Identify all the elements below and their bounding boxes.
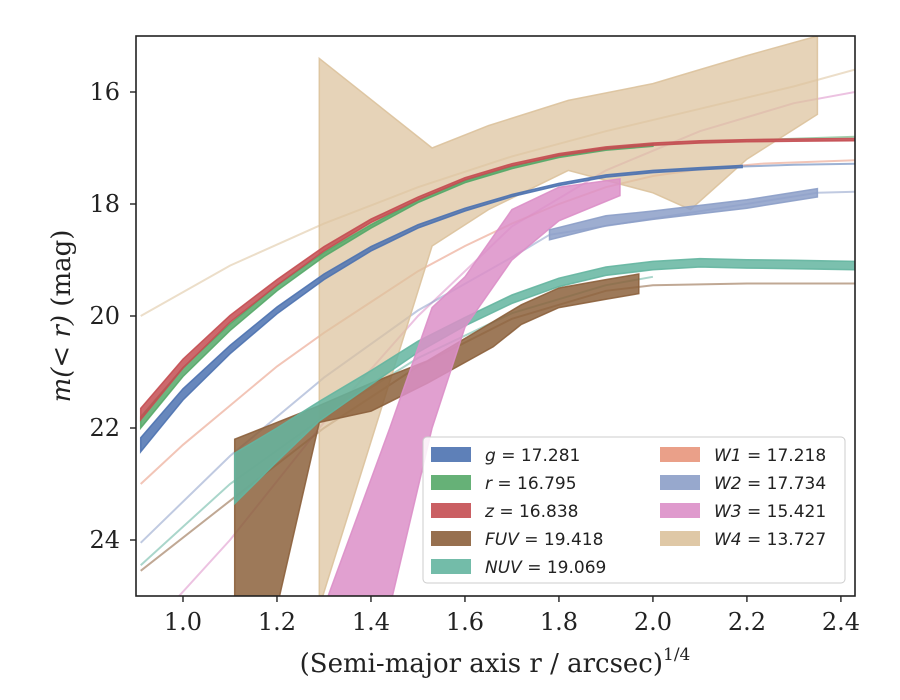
series-w2-band (548, 187, 819, 241)
legend-label-w1: W1 = 17.218 (714, 446, 826, 466)
legend-swatch-w2 (660, 475, 700, 490)
legend-label-w4: W4 = 13.727 (714, 530, 826, 550)
y-axis-label: m(< r) (mag) (47, 230, 77, 403)
legend-swatch-g (431, 447, 471, 462)
legend-label-z: z = 16.838 (484, 502, 578, 522)
series-layer (139, 36, 855, 596)
series-g-band (139, 164, 743, 454)
legend-swatch-w1 (660, 447, 700, 462)
series-g-model-line (742, 162, 855, 168)
legend-swatch-nuv (431, 559, 471, 574)
x-axis-ticks: 1.0 1.2 1.4 1.6 1.8 2.0 2.2 2.4 (164, 596, 860, 636)
legend: g = 17.281 r = 16.795 z = 16.838 FUV = 19.4… (422, 436, 846, 584)
legend-label-w2: W2 = 17.734 (714, 474, 826, 494)
y-tick-label: 16 (89, 78, 120, 106)
series-z-band (139, 137, 855, 422)
y-tick-label: 20 (89, 302, 120, 330)
series-fuv-band (233, 273, 640, 596)
series-r-band (139, 143, 654, 431)
legend-swatch-w4 (660, 531, 700, 546)
x-tick-label: 2.4 (822, 608, 860, 636)
x-tick-label: 1.6 (446, 608, 484, 636)
series-w4-band (318, 36, 819, 596)
legend-label-r: r = 16.795 (485, 474, 577, 494)
series-w3-band (327, 177, 621, 596)
x-axis-label: (Semi-major axis r / arcsec)1/4 (300, 645, 691, 679)
legend-swatch-fuv (431, 531, 471, 546)
x-tick-label: 1.0 (164, 608, 202, 636)
legend-frame (422, 436, 846, 584)
legend-swatch-z (431, 503, 471, 518)
legend-label-g: g = 17.281 (485, 446, 580, 466)
x-tick-label: 1.8 (540, 608, 578, 636)
y-axis-label-unit: (mag) (47, 230, 77, 315)
x-tick-label: 2.0 (634, 608, 672, 636)
x-axis-label-power: 1/4 (663, 645, 690, 665)
x-tick-label: 1.2 (258, 608, 296, 636)
y-tick-label: 18 (89, 190, 120, 218)
legend-label-fuv: FUV = 19.418 (485, 530, 603, 550)
y-tick-label: 24 (89, 526, 120, 554)
legend-label-w3: W3 = 15.421 (714, 502, 826, 522)
y-tick-label: 22 (89, 414, 120, 442)
legend-swatch-r (431, 475, 471, 490)
legend-swatch-w3 (660, 503, 700, 518)
y-axis-label-italic: m(< r) (47, 315, 77, 402)
y-axis-ticks: 16 18 20 22 24 (89, 78, 136, 554)
x-tick-label: 2.2 (728, 608, 766, 636)
x-tick-label: 1.4 (352, 608, 390, 636)
legend-label-nuv: NUV = 19.069 (485, 558, 606, 578)
